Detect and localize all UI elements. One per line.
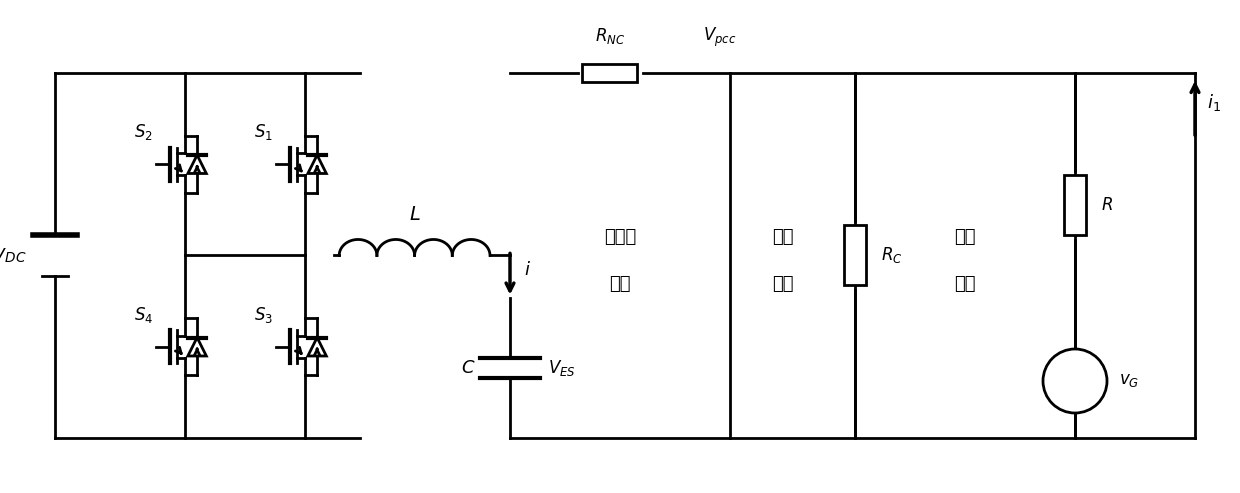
Circle shape	[1043, 349, 1107, 413]
Text: 关键: 关键	[771, 228, 794, 246]
Text: $C$: $C$	[461, 359, 475, 377]
Text: $R_{NC}$: $R_{NC}$	[595, 26, 625, 46]
Text: $i$: $i$	[525, 261, 531, 280]
Text: $v_G$: $v_G$	[1118, 373, 1140, 389]
Bar	[844, 225, 866, 285]
Bar	[583, 64, 637, 82]
Text: $R_C$: $R_C$	[880, 246, 903, 266]
Text: $S_3$: $S_3$	[254, 305, 273, 325]
Text: 非关键: 非关键	[604, 228, 636, 246]
Text: 负载: 负载	[771, 275, 794, 292]
Text: $V_{pcc}$: $V_{pcc}$	[703, 26, 737, 49]
Text: $V_{ES}$: $V_{ES}$	[548, 358, 575, 378]
Text: $S_4$: $S_4$	[134, 305, 153, 325]
Text: $i_1$: $i_1$	[1207, 93, 1221, 113]
Text: $R$: $R$	[1101, 197, 1114, 214]
Text: 线路: 线路	[955, 228, 976, 246]
Text: $S_2$: $S_2$	[134, 122, 153, 142]
Text: 阻抗: 阻抗	[955, 275, 976, 292]
Text: $S_1$: $S_1$	[254, 122, 273, 142]
Text: 负载: 负载	[609, 275, 631, 292]
Bar	[1064, 176, 1086, 236]
Text: $L$: $L$	[409, 206, 420, 223]
Text: $v_{DC}$: $v_{DC}$	[0, 246, 27, 265]
